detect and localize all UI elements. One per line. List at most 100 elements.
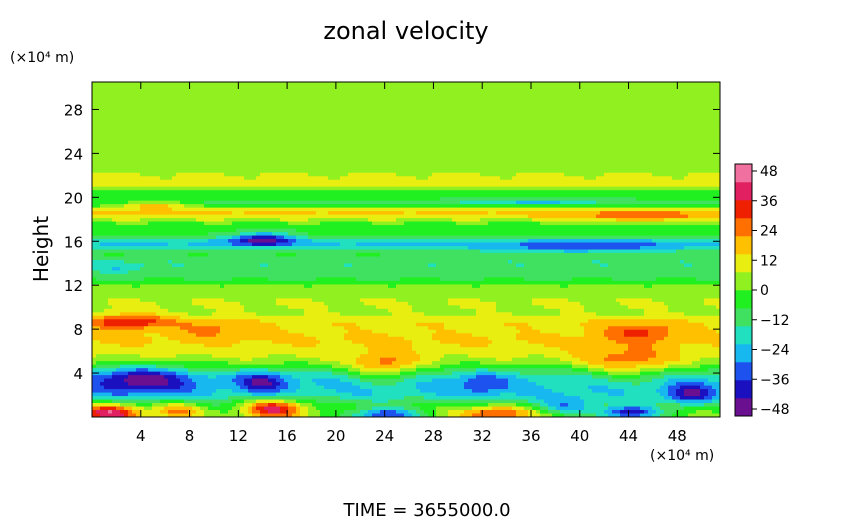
- field-cell: [480, 186, 485, 191]
- field-cell: [128, 190, 133, 195]
- field-cell: [336, 123, 341, 128]
- field-cell: [188, 88, 193, 93]
- field-cell: [368, 148, 373, 153]
- field-cell: [600, 165, 605, 170]
- field-cell: [156, 130, 161, 135]
- field-cell: [180, 158, 185, 163]
- field-cell: [104, 141, 109, 146]
- field-cell: [700, 123, 705, 128]
- field-cell: [96, 120, 101, 125]
- field-cell: [120, 82, 125, 86]
- field-cell: [252, 176, 257, 181]
- field-cell: [420, 85, 425, 90]
- field-cell: [248, 155, 253, 160]
- field-cell: [604, 116, 609, 121]
- field-cell: [496, 130, 501, 135]
- field-cell: [324, 137, 329, 142]
- field-cell: [232, 176, 237, 181]
- field-cell: [676, 169, 681, 174]
- field-cell: [504, 148, 509, 153]
- field-cell: [384, 172, 389, 177]
- field-cell: [500, 190, 505, 195]
- field-cell: [544, 158, 549, 163]
- field-cell: [532, 130, 537, 135]
- field-cell: [312, 85, 317, 90]
- field-cell: [584, 116, 589, 121]
- field-cell: [348, 179, 353, 184]
- field-cell: [124, 99, 129, 104]
- field-cell: [116, 183, 121, 188]
- field-cell: [608, 130, 613, 135]
- field-cell: [388, 179, 393, 184]
- field-cell: [384, 113, 389, 118]
- field-cell: [656, 165, 661, 170]
- field-cell: [248, 176, 253, 181]
- field-cell: [604, 186, 609, 191]
- field-cell: [316, 92, 321, 97]
- field-cell: [96, 137, 101, 142]
- field-cell: [256, 127, 261, 132]
- field-cell: [292, 130, 297, 135]
- field-cell: [408, 85, 413, 90]
- field-cell: [288, 88, 293, 93]
- field-cell: [528, 88, 533, 93]
- field-cell: [292, 183, 297, 188]
- field-cell: [356, 99, 361, 104]
- field-cell: [380, 176, 385, 181]
- field-cell: [136, 120, 141, 125]
- field-cell: [560, 109, 565, 114]
- field-cell: [260, 95, 265, 100]
- field-cell: [280, 169, 285, 174]
- field-cell: [96, 158, 101, 163]
- field-cell: [492, 92, 497, 97]
- field-cell: [460, 99, 465, 104]
- field-cell: [532, 169, 537, 174]
- field-cell: [712, 148, 717, 153]
- field-cell: [484, 158, 489, 163]
- field-cell: [176, 162, 181, 167]
- field-cell: [456, 148, 461, 153]
- field-cell: [176, 120, 181, 125]
- field-cell: [628, 92, 633, 97]
- field-cell: [404, 141, 409, 146]
- field-cell: [128, 127, 133, 132]
- field-cell: [304, 134, 309, 139]
- field-cell: [284, 92, 289, 97]
- field-cell: [648, 130, 653, 135]
- field-cell: [704, 162, 709, 167]
- field-cell: [332, 176, 337, 181]
- field-cell: [360, 99, 365, 104]
- field-cell: [384, 176, 389, 181]
- field-cell: [400, 183, 405, 188]
- field-cell: [172, 148, 177, 153]
- field-cell: [224, 141, 229, 146]
- field-cell: [640, 165, 645, 170]
- field-cell: [388, 88, 393, 93]
- field-cell: [284, 190, 289, 195]
- field-cell: [556, 158, 561, 163]
- field-cell: [380, 113, 385, 118]
- field-cell: [116, 137, 121, 142]
- field-cell: [448, 88, 453, 93]
- field-cell: [688, 127, 693, 132]
- field-cell: [580, 102, 585, 107]
- field-cell: [332, 88, 337, 93]
- field-cell: [184, 109, 189, 114]
- field-cell: [312, 95, 317, 100]
- field-cell: [656, 95, 661, 100]
- field-cell: [284, 144, 289, 149]
- field-cell: [216, 95, 221, 100]
- field-cell: [424, 137, 429, 142]
- field-cell: [204, 137, 209, 142]
- field-cell: [604, 176, 609, 181]
- field-cell: [588, 85, 593, 90]
- field-cell: [184, 120, 189, 125]
- field-cell: [532, 109, 537, 114]
- field-cell: [388, 113, 393, 118]
- field-cell: [620, 169, 625, 174]
- field-cell: [524, 141, 529, 146]
- field-cell: [336, 176, 341, 181]
- field-cell: [564, 162, 569, 167]
- field-cell: [528, 190, 533, 195]
- field-cell: [600, 99, 605, 104]
